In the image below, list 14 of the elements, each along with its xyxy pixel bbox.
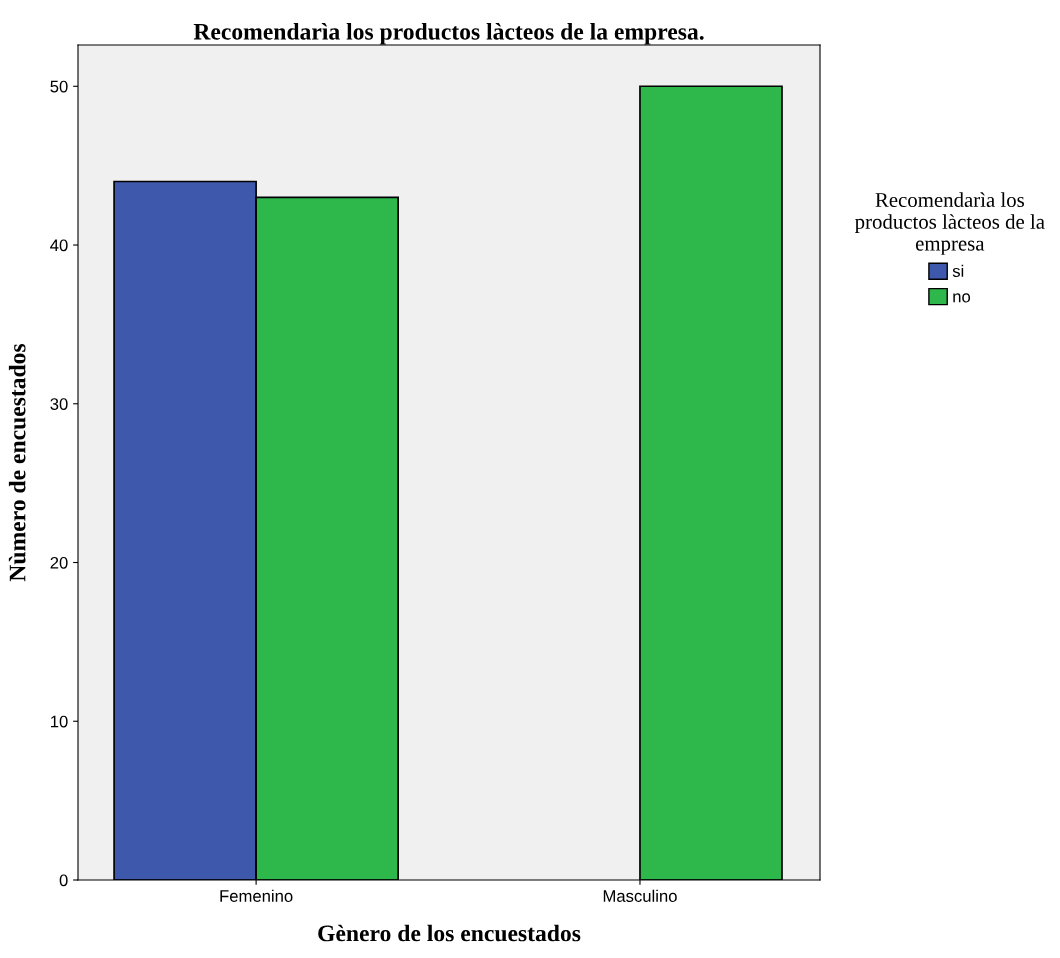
x-tick-label: Femenino [220,889,293,902]
y-tick-label: 10 [51,715,68,728]
y-tick-label: 0 [59,874,68,887]
x-tick-label: Masculino [603,889,677,902]
y-tick-label: 40 [50,239,68,252]
y-tick-label: 50 [50,80,68,93]
x-axis-title: Gènero de los encuestados [318,924,581,942]
legend-label: no [953,293,971,303]
y-tick-label: 30 [50,398,68,410]
y-tick-label: 20 [50,556,68,569]
legend-title: Recomendarìa los productos làcteos de la empresa [855,192,1045,255]
legend-label: si [952,264,964,278]
y-axis-title: Nùmero de encuestados [8,343,26,582]
chart-title: Recomendarìa los productos làcteos de la empresa. [193,23,704,45]
